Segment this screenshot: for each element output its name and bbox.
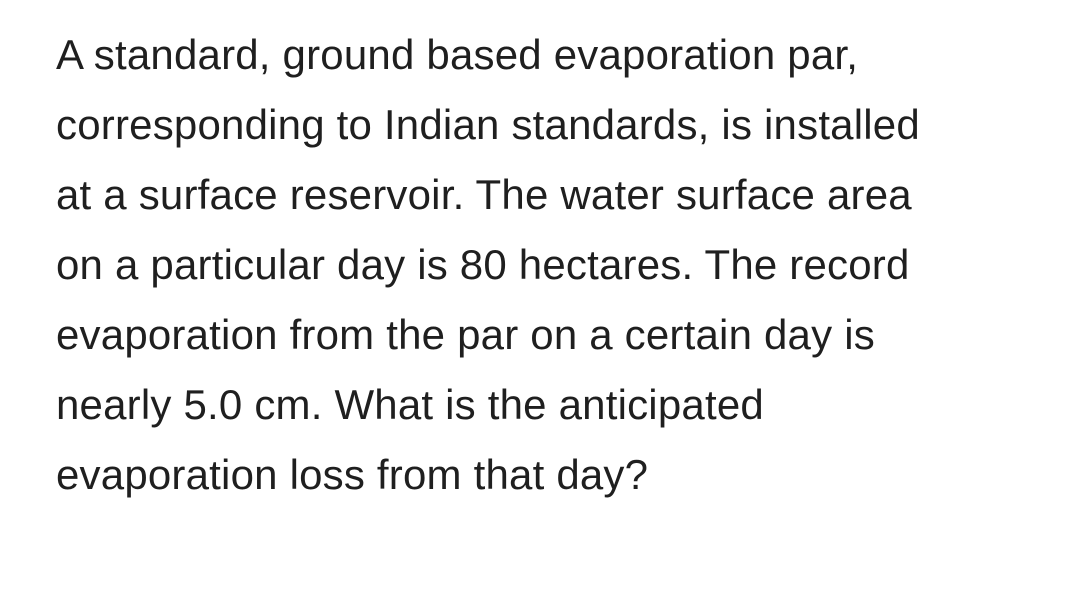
question-text-block: A standard, ground based evaporation par… xyxy=(0,0,1000,510)
question-text: A standard, ground based evaporation par… xyxy=(56,20,960,510)
